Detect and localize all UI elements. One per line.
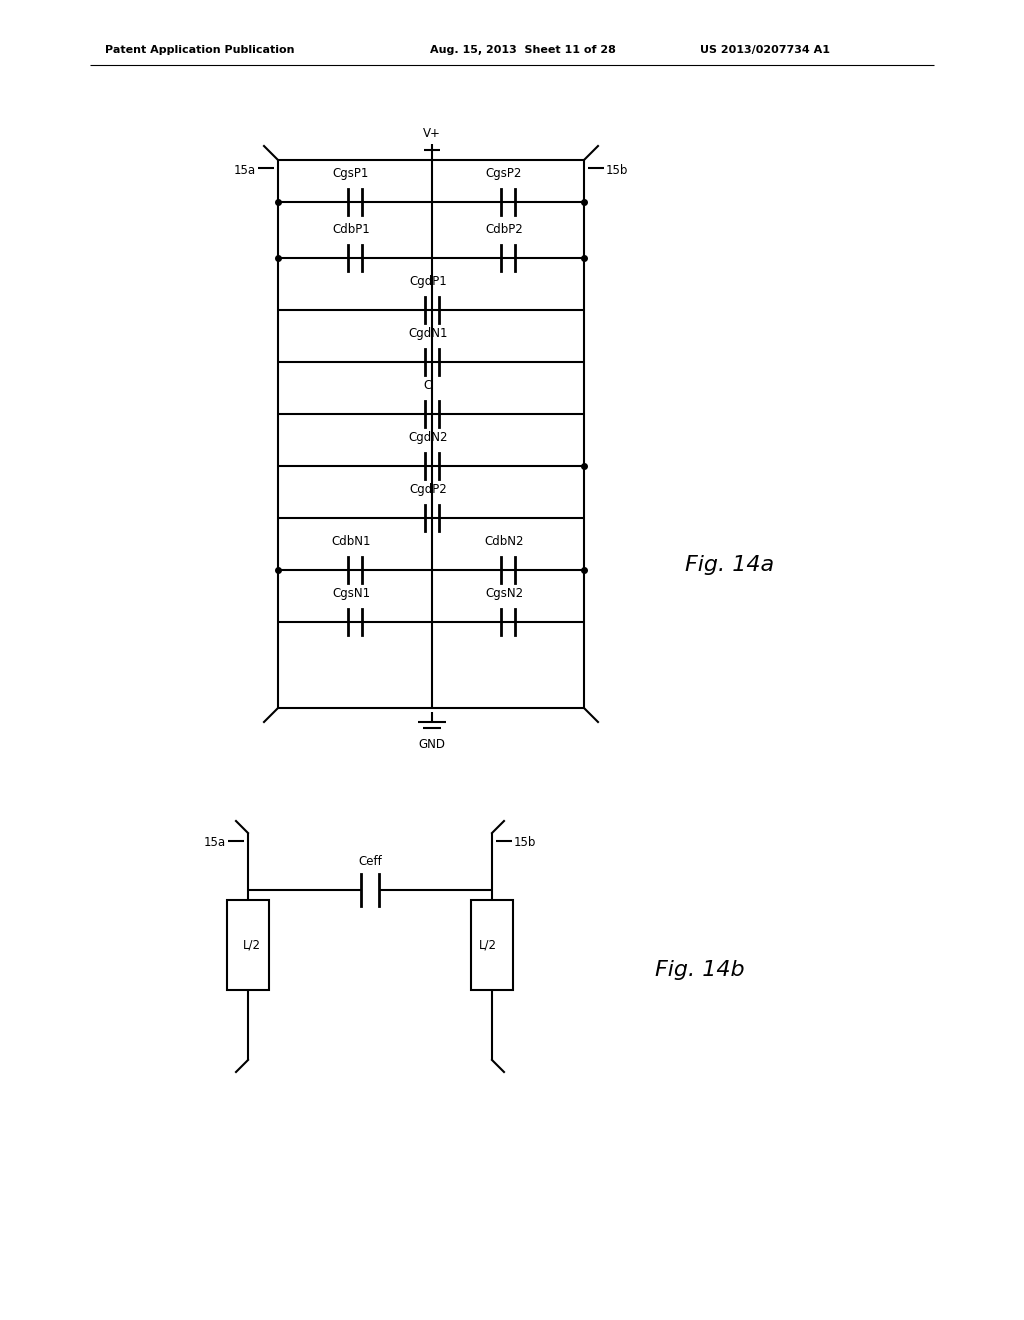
Bar (227, 900, 269, 990)
Text: CdbN2: CdbN2 (484, 535, 523, 548)
Text: CdbN1: CdbN1 (331, 535, 371, 548)
Text: CgsN2: CgsN2 (485, 587, 523, 601)
Text: CdbP2: CdbP2 (485, 223, 523, 236)
Text: GND: GND (419, 738, 445, 751)
Text: Ceff: Ceff (358, 855, 382, 869)
Text: 15a: 15a (233, 164, 256, 177)
Text: L/2: L/2 (243, 939, 261, 952)
Text: 15b: 15b (606, 164, 629, 177)
Text: CgsN1: CgsN1 (332, 587, 370, 601)
Text: Fig. 14a: Fig. 14a (685, 554, 774, 576)
Text: CgdN2: CgdN2 (409, 432, 447, 444)
Text: CgdN1: CgdN1 (409, 327, 447, 341)
Bar (471, 900, 513, 990)
Text: US 2013/0207734 A1: US 2013/0207734 A1 (700, 45, 830, 55)
Text: 15b: 15b (514, 837, 537, 850)
Text: C: C (424, 379, 432, 392)
Text: CgsP2: CgsP2 (485, 168, 522, 180)
Text: CdbP1: CdbP1 (332, 223, 370, 236)
Text: CgdP1: CgdP1 (410, 275, 446, 288)
Text: V+: V+ (423, 127, 441, 140)
Text: CgdP2: CgdP2 (410, 483, 446, 496)
Text: Aug. 15, 2013  Sheet 11 of 28: Aug. 15, 2013 Sheet 11 of 28 (430, 45, 615, 55)
Text: L/2: L/2 (479, 939, 497, 952)
Text: CgsP1: CgsP1 (333, 168, 370, 180)
Text: Fig. 14b: Fig. 14b (655, 960, 744, 979)
Text: Patent Application Publication: Patent Application Publication (105, 45, 295, 55)
Text: 15a: 15a (204, 837, 226, 850)
